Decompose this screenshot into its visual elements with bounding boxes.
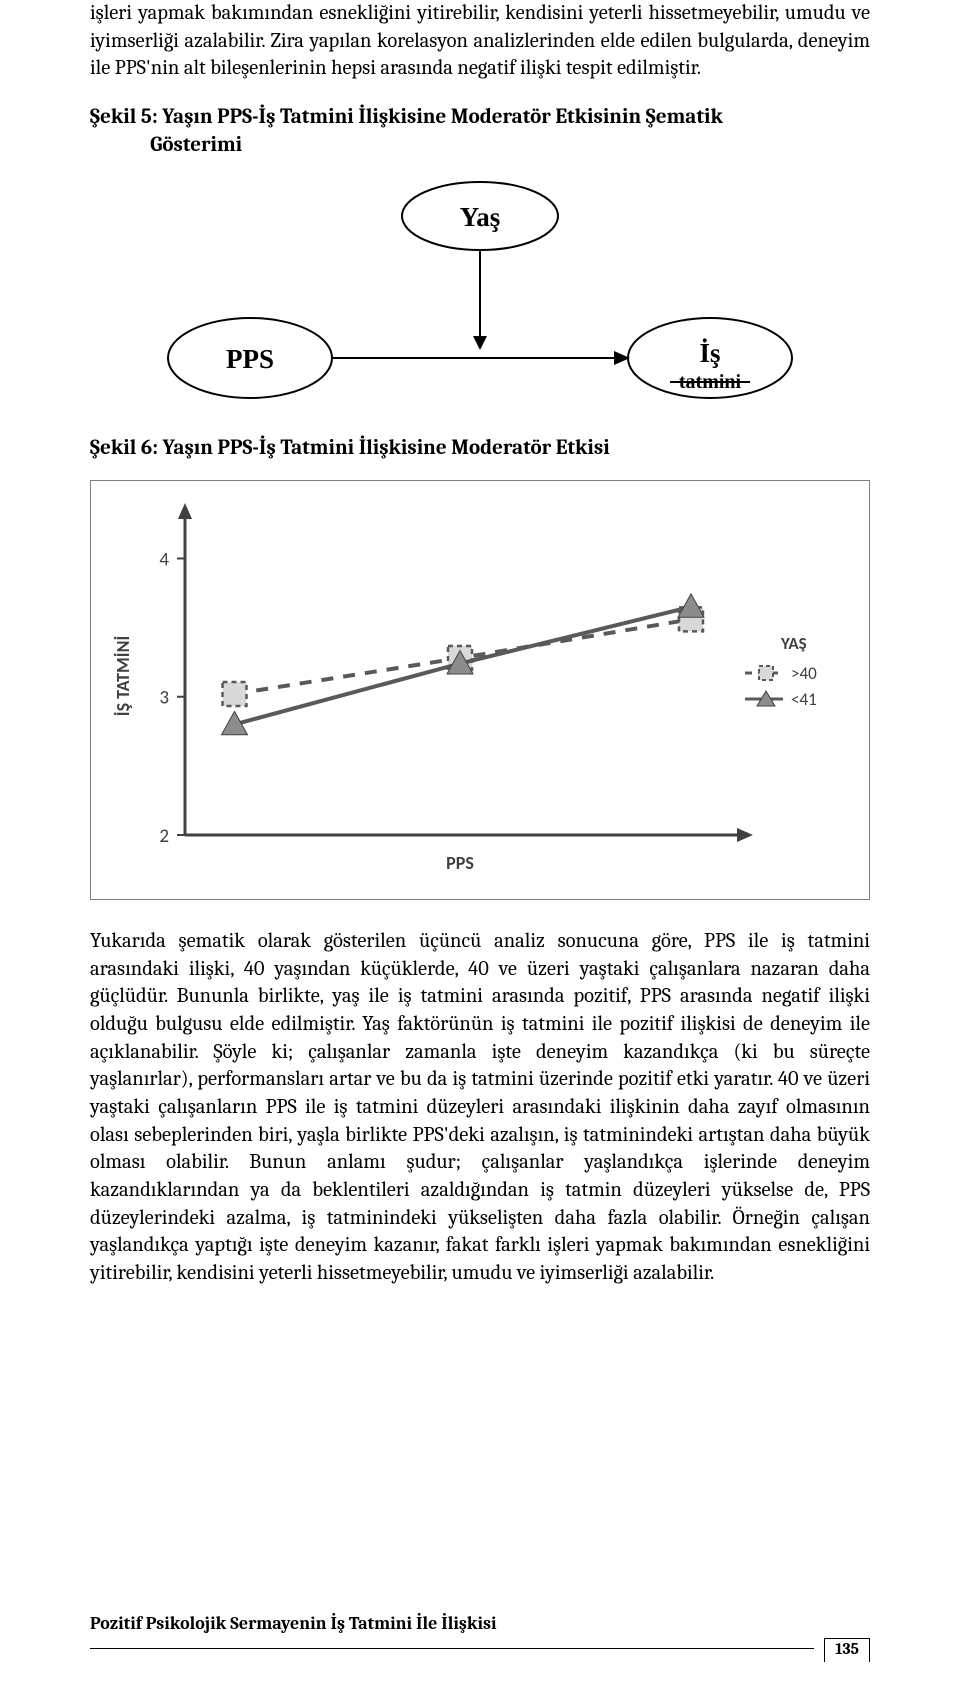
node-yas-label: Yaş xyxy=(460,202,501,232)
svg-text:<41: <41 xyxy=(791,689,817,710)
paragraph-analysis: Yukarıda şematik olarak gösterilen üçünc… xyxy=(90,928,870,1288)
page-footer: Pozitif Psikolojik Sermayenin İş Tatmini… xyxy=(90,1613,870,1658)
figure5-diagram: Yaş PPS İş tatmini xyxy=(90,178,870,408)
svg-text:>40: >40 xyxy=(791,663,817,684)
svg-text:2: 2 xyxy=(159,825,169,848)
figure6-chart: 2 3 4 İŞ TATMİNİ PPS YAŞ >40 <41 xyxy=(90,480,870,900)
figure6-caption: Şekil 6: Yaşın PPS-İş Tatmini İlişkisine… xyxy=(90,434,870,462)
footer-rule xyxy=(90,1648,814,1649)
svg-text:İŞ TATMİNİ: İŞ TATMİNİ xyxy=(112,636,134,716)
footer-title: Pozitif Psikolojik Sermayenin İş Tatmini… xyxy=(90,1613,870,1634)
node-pps-label: PPS xyxy=(226,344,274,374)
svg-text:PPS: PPS xyxy=(446,852,474,874)
page-number: 135 xyxy=(824,1638,870,1662)
svg-text:3: 3 xyxy=(159,687,169,710)
svg-text:4: 4 xyxy=(159,549,169,572)
figure5-caption: Şekil 5: Yaşın PPS-İş Tatmini İlişkisine… xyxy=(90,103,870,160)
paragraph-intro: işleri yapmak bakımından esnekliğini yit… xyxy=(90,0,870,83)
svg-text:YAŞ: YAŞ xyxy=(780,633,807,654)
node-is-label: İş xyxy=(699,338,720,368)
